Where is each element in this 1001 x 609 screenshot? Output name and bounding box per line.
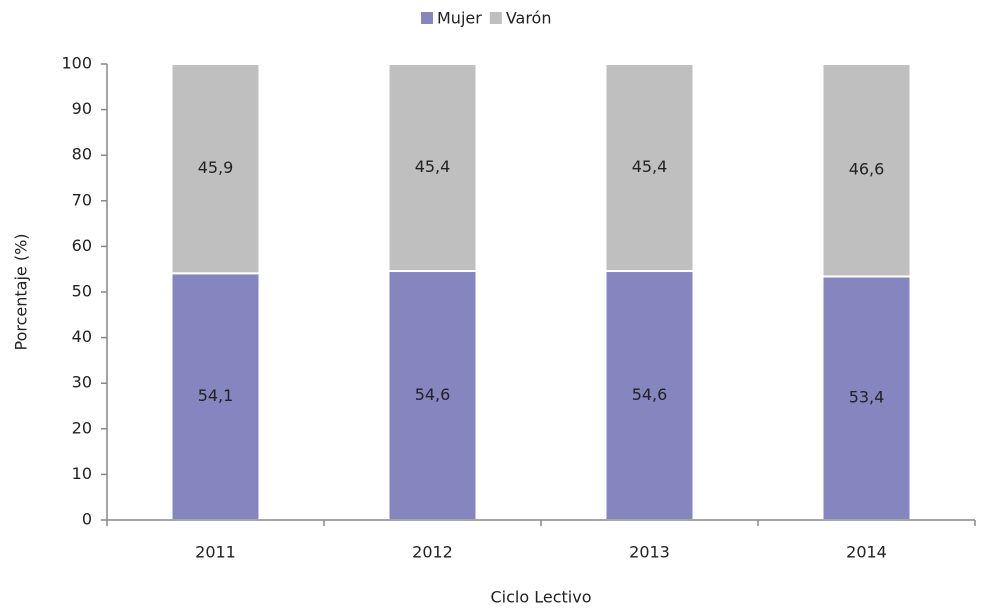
bar-segment	[821, 63, 912, 278]
x-axis-title: Ciclo Lectivo	[491, 588, 592, 607]
data-label: 54,6	[415, 385, 451, 404]
data-label: 45,4	[632, 157, 668, 176]
data-label: 45,9	[198, 158, 234, 177]
y-tick-label: 40	[72, 327, 92, 346]
y-tick-label: 80	[72, 145, 92, 164]
x-tick-label: 2011	[195, 543, 236, 562]
legend-label: Varón	[506, 9, 552, 28]
x-tick-label: 2012	[412, 543, 453, 562]
y-tick-label: 100	[61, 54, 92, 73]
y-tick-label: 90	[72, 99, 92, 118]
y-tick-label: 20	[72, 418, 92, 437]
bar-segment	[170, 63, 261, 275]
y-tick-label: 30	[72, 373, 92, 392]
legend-swatch	[421, 12, 433, 24]
data-label: 46,6	[849, 160, 885, 179]
bar-segment	[604, 270, 695, 521]
data-label: 54,1	[198, 386, 234, 405]
legend-label: Mujer	[437, 9, 482, 28]
bar-segment	[170, 272, 261, 521]
y-tick-label: 60	[72, 236, 92, 255]
bar-segment	[604, 63, 695, 273]
x-tick-label: 2014	[846, 543, 887, 562]
data-label: 54,6	[632, 385, 668, 404]
y-tick-label: 10	[72, 464, 92, 483]
legend-swatch	[489, 12, 502, 24]
y-tick-label: 70	[72, 190, 92, 209]
y-tick-label: 50	[72, 282, 92, 301]
bar-segment	[387, 63, 478, 273]
x-tick-label: 2013	[629, 543, 670, 562]
bar-segment	[387, 270, 478, 521]
data-label: 53,4	[849, 388, 885, 407]
data-label: 45,4	[415, 157, 451, 176]
y-tick-label: 0	[82, 510, 92, 529]
y-axis-title: Porcentaje (%)	[12, 233, 31, 350]
